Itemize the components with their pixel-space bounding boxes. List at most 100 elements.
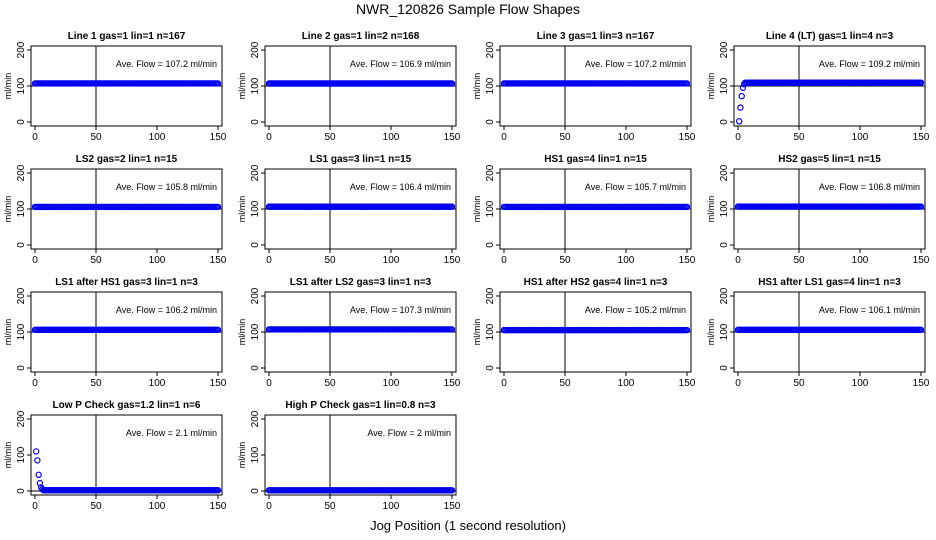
panel-13-data-point: [33, 448, 40, 455]
panel-7-data-point: [683, 203, 691, 211]
panel-14-y-axis-label: ml/min: [237, 442, 247, 469]
panel-3-y-tick-label: 0: [485, 119, 496, 125]
panel-5-x-tick-label: 0: [32, 255, 38, 266]
panel-9-data-points: [31, 326, 222, 333]
panel-7-y-tick-label: 200: [485, 164, 496, 181]
panel-10-x-tick-label: 0: [266, 378, 272, 389]
panel-9-y-tick-label: 0: [16, 365, 27, 371]
panel-6-y-axis-label: ml/min: [237, 196, 247, 223]
panel-9-x-tick-label: 0: [32, 378, 38, 389]
panel-4-y-tick-label: 0: [719, 119, 730, 125]
panel-6: LS1 gas=3 lin=1 n=15 0 50 100 150 0 100 200 ml/m…: [237, 154, 461, 266]
panel-6-y-tick-label: 0: [250, 242, 261, 248]
panel-1-average-flow-annotation: Ave. Flow = 107.2 ml/min: [116, 59, 217, 69]
panel-4-x-tick-label: 150: [913, 132, 930, 143]
panel-9-average-flow-annotation: Ave. Flow = 106.2 ml/min: [116, 305, 217, 315]
panel-13-data-point: [34, 457, 41, 464]
panel-5-y-tick-label: 100: [16, 200, 27, 217]
panel-14-y-tick-label: 200: [250, 410, 261, 427]
panel-6-x-tick-label: 150: [444, 255, 461, 266]
figure-title: NWR_120826 Sample Flow Shapes: [355, 1, 581, 17]
panel-6-y-tick-label: 200: [250, 164, 261, 181]
panel-2-x-tick-label: 100: [383, 132, 400, 143]
panel-5-data-points: [31, 203, 222, 211]
panel-14-x-tick-label: 50: [324, 501, 336, 512]
panel-7-y-tick-label: 0: [485, 242, 496, 248]
panel-7-y-tick-label: 100: [485, 200, 496, 217]
panel-5-x-tick-label: 100: [149, 255, 166, 266]
panel-9-y-tick-label: 100: [16, 323, 27, 340]
panel-2-data-points: [265, 80, 456, 87]
figure-x-axis-label: Jog Position (1 second resolution): [370, 518, 566, 533]
panel-14-average-flow-annotation: Ave. Flow = 2 ml/min: [367, 428, 451, 438]
panel-4-x-tick-label: 100: [852, 132, 869, 143]
panel-14-y-tick-label: 0: [250, 488, 261, 494]
panel-14-y-tick-label: 100: [250, 446, 261, 463]
panel-1-x-tick-label: 50: [90, 132, 102, 143]
panel-9-y-axis-label: ml/min: [3, 319, 13, 346]
panel-4-y-tick-label: 200: [719, 41, 730, 58]
panel-11-y-tick-label: 100: [485, 323, 496, 340]
panel-4-y-axis-label: ml/min: [706, 73, 716, 100]
panel-6-x-tick-label: 100: [383, 255, 400, 266]
panel-11: HS1 after HS2 gas=4 lin=1 n=3 0 50 100 150 0 1…: [472, 277, 696, 389]
panel-13-y-axis-label: ml/min: [3, 442, 13, 469]
panel-8-y-tick-label: 200: [719, 164, 730, 181]
panel-13-y-tick-label: 200: [16, 410, 27, 427]
panel-8-data-point: [917, 203, 925, 210]
panel-14-x-tick-label: 150: [444, 501, 461, 512]
panel-12-x-tick-label: 50: [793, 378, 805, 389]
panel-3-data-points: [500, 80, 691, 87]
panel-14-plot-frame: [264, 414, 457, 496]
panel-8-x-tick-label: 50: [793, 255, 805, 266]
panel-12-y-tick-label: 200: [719, 287, 730, 304]
panel-10-y-axis-label: ml/min: [237, 319, 247, 346]
panel-1-title: Line 1 gas=1 lin=1 n=167: [68, 31, 186, 42]
panel-13-data-points: [33, 448, 222, 494]
panel-11-y-tick-label: 0: [485, 365, 496, 371]
panel-11-x-tick-label: 100: [618, 378, 635, 389]
panel-5-average-flow-annotation: Ave. Flow = 105.8 ml/min: [116, 182, 217, 192]
panel-12-x-tick-label: 150: [913, 378, 930, 389]
panel-3-y-tick-label: 200: [485, 41, 496, 58]
panel-10-average-flow-annotation: Ave. Flow = 107.3 ml/min: [350, 305, 451, 315]
panel-13-x-tick-label: 100: [149, 501, 166, 512]
panel-2-title: Line 2 gas=1 lin=2 n=168: [302, 31, 420, 42]
panel-9-title: LS1 after HS1 gas=3 lin=1 n=3: [55, 277, 198, 288]
panel-10-y-tick-label: 100: [250, 323, 261, 340]
panel-1-data-points: [31, 80, 222, 87]
panel-7: HS1 gas=4 lin=1 n=15 0 50 100 150 0 100 200 ml/m…: [472, 154, 696, 266]
panel-7-x-tick-label: 100: [618, 255, 635, 266]
panel-8-y-axis-label: ml/min: [706, 196, 716, 223]
panel-8-x-tick-label: 0: [735, 255, 741, 266]
panel-13-average-flow-annotation: Ave. Flow = 2.1 ml/min: [126, 428, 217, 438]
panel-5-title: LS2 gas=2 lin=1 n=15: [76, 154, 178, 165]
panel-5-x-tick-label: 150: [210, 255, 227, 266]
panel-14-x-tick-label: 100: [383, 501, 400, 512]
panel-9-x-tick-label: 150: [210, 378, 227, 389]
panel-5-x-tick-label: 50: [90, 255, 102, 266]
panel-11-title: HS1 after HS2 gas=4 lin=1 n=3: [524, 277, 668, 288]
panel-13-y-tick-label: 0: [16, 488, 27, 494]
panel-12-y-axis-label: ml/min: [706, 319, 716, 346]
panel-7-average-flow-annotation: Ave. Flow = 105.7 ml/min: [585, 182, 686, 192]
panel-9: LS1 after HS1 gas=3 lin=1 n=3 0 50 100 150 0 1…: [3, 277, 227, 389]
panel-3-average-flow-annotation: Ave. Flow = 107.2 ml/min: [585, 59, 686, 69]
panel-2: Line 2 gas=1 lin=2 n=168 0 50 100 150 0 100 200…: [237, 31, 461, 143]
panel-9-data-point: [214, 326, 222, 333]
panel-11-data-points: [500, 326, 691, 334]
panel-4-average-flow-annotation: Ave. Flow = 109.2 ml/min: [819, 59, 920, 69]
panel-3-x-tick-label: 150: [679, 132, 696, 143]
panel-10-data-point: [448, 326, 456, 333]
panel-6-y-tick-label: 100: [250, 200, 261, 217]
panel-12: HS1 after LS1 gas=4 lin=1 n=3 0 50 100 150 0 1…: [706, 277, 930, 389]
panel-3: Line 3 gas=1 lin=3 n=167 0 50 100 150 0 100 200…: [472, 31, 696, 143]
panel-10-y-tick-label: 0: [250, 365, 261, 371]
panel-11-data-point: [683, 326, 691, 334]
panel-7-x-tick-label: 0: [501, 255, 507, 266]
panel-6-average-flow-annotation: Ave. Flow = 106.4 ml/min: [350, 182, 451, 192]
panel-13-data-point: [35, 471, 42, 478]
panel-8-data-points: [734, 203, 925, 210]
panel-2-data-point: [448, 80, 456, 87]
panel-13-x-tick-label: 50: [90, 501, 102, 512]
